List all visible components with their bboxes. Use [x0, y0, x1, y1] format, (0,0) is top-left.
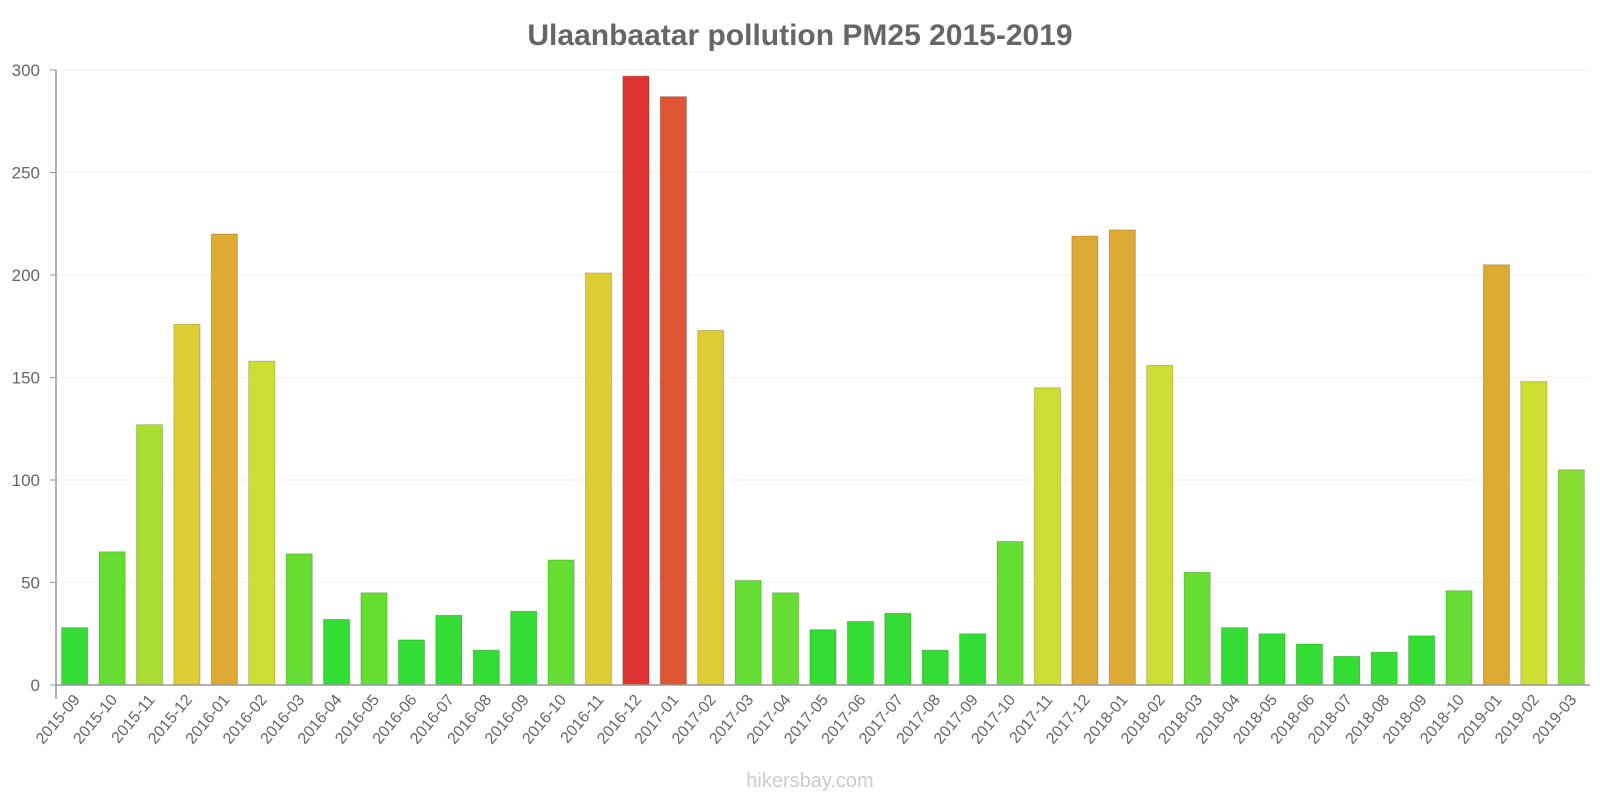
- bar-2015-11: [135, 424, 164, 686]
- y-tick-label: 50: [21, 574, 40, 593]
- bar-2019-02: [1520, 381, 1548, 686]
- bar-2018-05: [1258, 633, 1286, 686]
- bar-2016-04: [323, 618, 351, 686]
- y-tick-label: 150: [12, 369, 40, 388]
- bar-2018-07: [1333, 655, 1361, 686]
- bar-2016-03: [285, 553, 313, 686]
- bar-2018-02: [1146, 364, 1174, 686]
- bar-2016-02: [248, 360, 276, 686]
- bar-2017-03: [734, 579, 762, 686]
- bar-2019-03: [1557, 469, 1585, 686]
- bar-2016-09: [510, 610, 538, 686]
- bar-2016-10: [547, 559, 575, 686]
- y-tick-label: 200: [12, 266, 40, 285]
- bar-2019-01: [1482, 264, 1511, 686]
- bar-2016-11: [584, 272, 613, 686]
- bar-2017-06: [846, 620, 875, 686]
- x-axis-ticks: 2015-092015-102015-112015-122016-012016-…: [33, 692, 1580, 748]
- bar-2016-07: [435, 614, 463, 686]
- bar-2017-09: [959, 633, 987, 686]
- bar-2017-12: [1071, 235, 1099, 686]
- bar-2015-12: [173, 323, 201, 686]
- bar-2017-05: [809, 629, 837, 686]
- watermark-text: hikersbay.com: [746, 770, 873, 792]
- grid-lines: [50, 69, 1590, 686]
- bar-2018-04: [1220, 627, 1249, 686]
- bar-2017-07: [884, 612, 912, 686]
- bar-2016-06: [397, 639, 426, 686]
- bars: [61, 75, 1585, 686]
- bar-2018-10: [1445, 590, 1473, 686]
- bar-2017-04: [771, 592, 800, 686]
- bar-2016-08: [472, 649, 500, 686]
- bar-2017-02: [697, 329, 725, 686]
- chart-title: Ulaanbaatar pollution PM25 2015-2019: [527, 19, 1072, 52]
- y-tick-label: 250: [12, 164, 40, 183]
- bar-2015-10: [98, 551, 126, 686]
- bar-2017-08: [921, 649, 949, 686]
- bar-2017-10: [996, 541, 1024, 686]
- bar-2018-09: [1408, 635, 1436, 686]
- y-tick-label: 300: [12, 61, 40, 80]
- bar-2016-12: [622, 75, 650, 686]
- bar-2016-01: [210, 233, 238, 686]
- bar-2017-11: [1033, 387, 1062, 686]
- bar-2015-09: [61, 627, 89, 686]
- bar-2018-06: [1295, 643, 1323, 686]
- y-tick-label: 100: [12, 471, 40, 490]
- y-tick-label: 0: [31, 676, 40, 695]
- bar-2018-03: [1183, 571, 1211, 686]
- bar-2016-05: [360, 592, 388, 686]
- bar-2018-08: [1370, 651, 1398, 686]
- bar-2018-01: [1108, 229, 1136, 686]
- bar-2017-01: [659, 96, 687, 686]
- y-axis-ticks: 0 50 100 150 200 250 300: [12, 61, 40, 695]
